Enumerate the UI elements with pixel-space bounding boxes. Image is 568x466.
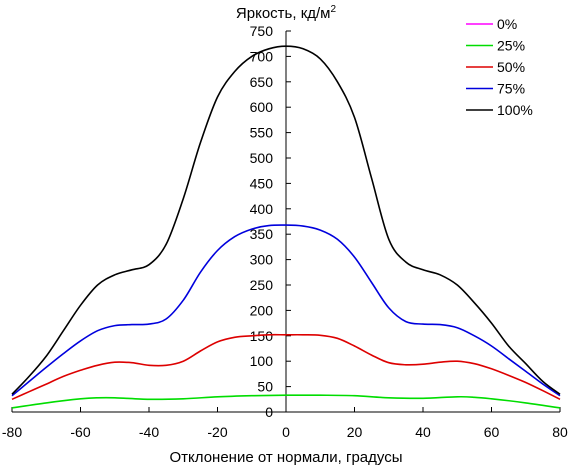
x-tick-label: 0: [282, 424, 290, 440]
y-tick-label: 200: [250, 302, 274, 318]
y-tick-label: 550: [250, 125, 274, 141]
legend-label-75: 75%: [497, 81, 525, 97]
y-tick-label: 350: [250, 226, 274, 242]
y-axis-label: Яркость, кд/м2: [236, 4, 337, 22]
y-tick-label: 50: [257, 379, 273, 395]
series-line-25: [11, 394, 561, 409]
y-tick-label: 600: [250, 99, 274, 115]
x-axis-label: Отклонение от нормали, градусы: [170, 449, 403, 466]
x-tick-label: 40: [415, 424, 431, 440]
y-tick-label: 300: [250, 252, 274, 268]
x-tick-label: -80: [2, 424, 22, 440]
y-tick-label: 0: [265, 404, 273, 420]
plot-area: [11, 45, 561, 409]
y-tick-label: 450: [250, 175, 274, 191]
y-tick-label: 700: [250, 48, 274, 64]
legend-label-25: 25%: [497, 38, 525, 54]
legend-label-100: 100%: [497, 102, 533, 118]
x-tick-label: 80: [552, 424, 568, 440]
y-tick-label: 650: [250, 74, 274, 90]
y-tick-label: 750: [250, 23, 274, 39]
series-line-100: [11, 45, 561, 395]
legend: 0% 25% 50% 75% 100%: [466, 16, 533, 118]
series-line-75: [11, 224, 561, 397]
x-tick-label: -40: [139, 424, 159, 440]
x-tick-label: 60: [484, 424, 500, 440]
y-tick-label: 500: [250, 150, 274, 166]
series-line-50: [11, 333, 561, 401]
axes: -80 -60 -40 -20 0 20 40 60 800501001502002503003…: [2, 23, 568, 440]
y-tick-label: 250: [250, 277, 274, 293]
y-tick-label: 100: [250, 353, 274, 369]
x-tick-label: -60: [70, 424, 90, 440]
legend-label-0: 0%: [497, 16, 517, 32]
y-tick-label: 400: [250, 201, 274, 217]
x-tick-label: -20: [207, 424, 227, 440]
legend-label-50: 50%: [497, 59, 525, 75]
x-tick-label: 20: [347, 424, 363, 440]
